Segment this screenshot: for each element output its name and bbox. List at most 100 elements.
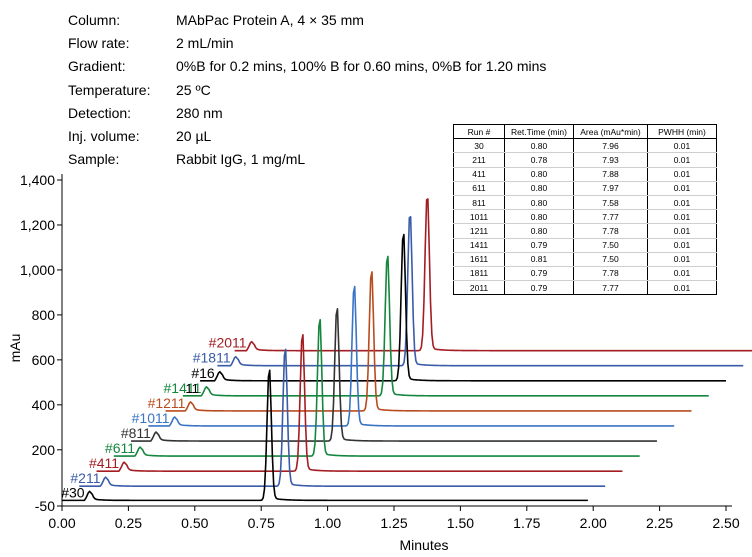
trace-line bbox=[79, 348, 606, 488]
condition-value: 0%B for 0.2 mins, 100% B for 0.60 mins, … bbox=[176, 58, 547, 74]
trace-line bbox=[234, 198, 752, 352]
table-cell: 0.80 bbox=[504, 209, 574, 225]
table-cell: 611 bbox=[453, 181, 505, 196]
table-cell: 0.79 bbox=[504, 266, 574, 282]
table-header-cell: Area (mAu*min) bbox=[573, 124, 648, 140]
table-cell: 2011 bbox=[453, 280, 505, 296]
table-cell: 1611 bbox=[453, 252, 505, 267]
table-cell: 1811 bbox=[453, 266, 505, 282]
series-label: #1211 bbox=[148, 395, 186, 411]
table-row: 1811 0.79 7.78 0.01 bbox=[453, 266, 717, 282]
trace-line bbox=[165, 271, 692, 412]
table-cell: 7.77 bbox=[573, 280, 648, 296]
table-cell: 7.50 bbox=[573, 238, 648, 253]
table-cell: 0.01 bbox=[647, 152, 717, 168]
table-cell: 1211 bbox=[453, 223, 505, 239]
table-cell: 0.01 bbox=[647, 238, 717, 253]
table-row: 811 0.80 7.58 0.01 bbox=[453, 195, 717, 211]
series-label: #211 bbox=[70, 470, 100, 486]
table-cell: 0.78 bbox=[504, 152, 574, 168]
x-tick-label: 1.50 bbox=[447, 515, 474, 531]
table-cell: 811 bbox=[453, 195, 505, 211]
table-cell: 0.80 bbox=[504, 138, 574, 154]
series-label: #611 bbox=[105, 440, 135, 456]
x-tick-label: 1.25 bbox=[380, 515, 407, 531]
table-cell: 7.78 bbox=[573, 223, 648, 239]
table-cell: 7.50 bbox=[573, 252, 648, 267]
x-tick-label: 0.25 bbox=[115, 515, 142, 531]
table-cell: 7.93 bbox=[573, 152, 648, 168]
y-tick-label: 400 bbox=[32, 397, 56, 413]
table-cell: 211 bbox=[453, 152, 505, 168]
series-label: #16 bbox=[191, 365, 215, 381]
table-cell: 1411 bbox=[453, 238, 505, 253]
trace-line bbox=[62, 369, 588, 502]
table-cell: 0.01 bbox=[647, 195, 717, 211]
table-header-cell: PWHH (min) bbox=[647, 124, 717, 140]
table-cell: 7.96 bbox=[573, 138, 648, 154]
x-axis-label: Minutes bbox=[399, 537, 448, 553]
table-cell: 7.88 bbox=[573, 167, 648, 182]
y-tick-label: 800 bbox=[32, 307, 56, 323]
y-tick-label: 200 bbox=[32, 442, 56, 458]
condition-label: Gradient: bbox=[68, 58, 126, 74]
table-header-row: Run # Ret.Time (min) Area (mAu*min) PWHH (m… bbox=[453, 124, 717, 140]
table-cell: 0.01 bbox=[647, 223, 717, 239]
table-cell: 0.01 bbox=[647, 209, 717, 225]
y-tick-label: 1,000 bbox=[20, 262, 55, 278]
table-cell: 0.01 bbox=[647, 138, 717, 154]
condition-value: Rabbit IgG, 1 mg/mL bbox=[176, 151, 306, 167]
table-cell: 0.01 bbox=[647, 181, 717, 196]
results-table: Run # Ret.Time (min) Area (mAu*min) PWHH (m… bbox=[453, 124, 717, 296]
trace-line bbox=[113, 318, 640, 457]
table-row: 30 0.80 7.96 0.01 bbox=[453, 138, 717, 154]
table-row: 2011 0.79 7.77 0.01 bbox=[453, 280, 717, 296]
trace-line bbox=[200, 233, 726, 382]
condition-label: Sample: bbox=[68, 151, 120, 167]
trace-line bbox=[148, 285, 675, 427]
table-header-cell: Ret.Time (min) bbox=[504, 124, 574, 140]
condition-label: Detection: bbox=[68, 105, 132, 121]
table-row: 211 0.78 7.93 0.01 bbox=[453, 152, 717, 168]
series-labels-group: #30#211#411#611#811#1011#1211#1411#16#18… bbox=[61, 335, 247, 501]
x-tick-label: 2.00 bbox=[580, 515, 607, 531]
condition-value: 25 ºC bbox=[176, 82, 211, 98]
x-tick-label: 0.50 bbox=[181, 515, 208, 531]
x-tick-label: 1.00 bbox=[314, 515, 341, 531]
y-tick-label: 600 bbox=[32, 352, 56, 368]
table-cell: 7.58 bbox=[573, 195, 648, 211]
table-cell: 0.01 bbox=[647, 167, 717, 182]
condition-value: MAbPac Protein A, 4 × 35 mm bbox=[176, 12, 364, 28]
series-label: #811 bbox=[121, 425, 151, 441]
condition-value: 20 µL bbox=[176, 128, 212, 144]
table-cell: 0.80 bbox=[504, 181, 574, 196]
condition-label: Flow rate: bbox=[68, 35, 130, 51]
trace-line bbox=[96, 333, 623, 472]
series-label: #30 bbox=[61, 484, 85, 500]
series-label: #2011 bbox=[209, 335, 247, 351]
y-tick-label: 1,400 bbox=[20, 172, 55, 188]
x-tick-label: 0.75 bbox=[248, 515, 275, 531]
table-cell: 411 bbox=[453, 167, 505, 182]
table-row: 411 0.80 7.88 0.01 bbox=[453, 167, 717, 182]
table-cell: 0.80 bbox=[504, 195, 574, 211]
x-tick-label: 2.25 bbox=[646, 515, 673, 531]
table-cell: 7.77 bbox=[573, 209, 648, 225]
series-label: #1411 bbox=[164, 380, 202, 396]
y-tick-label: -50 bbox=[35, 498, 55, 514]
table-row: 1411 0.79 7.50 0.01 bbox=[453, 238, 717, 253]
condition-value: 280 nm bbox=[176, 105, 223, 121]
table-header-cell: Run # bbox=[453, 124, 505, 140]
table-cell: 0.01 bbox=[647, 280, 717, 296]
trace-line bbox=[131, 307, 657, 442]
table-cell: 1011 bbox=[453, 209, 505, 225]
table-cell: 0.81 bbox=[504, 252, 574, 267]
series-label: #411 bbox=[89, 455, 119, 471]
series-label: #1811 bbox=[193, 350, 231, 366]
x-tick-label: 1.75 bbox=[513, 515, 540, 531]
table-cell: 7.78 bbox=[573, 266, 648, 282]
table-cell: 30 bbox=[453, 138, 505, 154]
trace-line bbox=[217, 215, 744, 367]
condition-label: Temperature: bbox=[68, 82, 151, 98]
